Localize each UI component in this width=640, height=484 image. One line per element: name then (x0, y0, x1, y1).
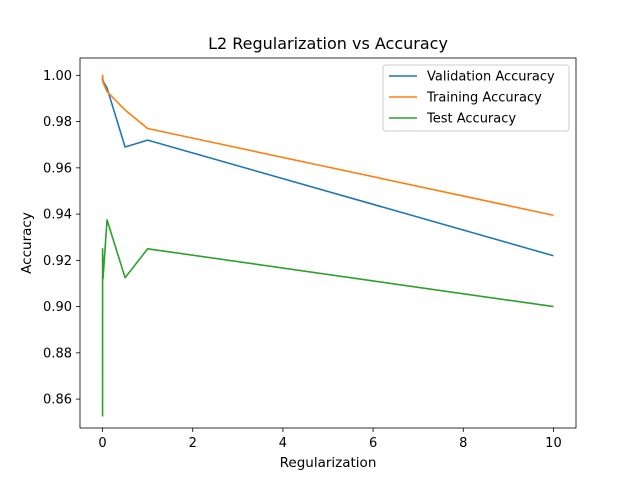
x-axis-ticks: 0 2 4 6 8 10 (98, 428, 562, 451)
y-tick-label: 0.90 (43, 300, 72, 315)
y-tick-label: 0.86 (43, 393, 72, 408)
legend: Validation Accuracy Training Accuracy Test… (382, 64, 570, 132)
legend-label-validation-accuracy: Validation Accuracy (427, 70, 555, 85)
series-line-training-accuracy (101, 74, 554, 217)
y-tick-label: 0.92 (43, 254, 72, 269)
legend-box (382, 64, 570, 132)
series-line-test-accuracy (101, 219, 554, 417)
y-tick-label: 0.96 (43, 161, 72, 176)
chart-title: L2 Regularization vs Accuracy (208, 34, 448, 53)
x-tick-label: 6 (369, 436, 377, 451)
plot-area (101, 74, 554, 417)
y-tick-label: 0.94 (43, 208, 72, 223)
y-tick-label: 0.88 (43, 346, 72, 361)
y-axis-ticks: 0.86 0.88 0.90 0.92 0.94 0.96 0.98 1.00 (43, 69, 80, 408)
x-tick-label: 2 (189, 436, 197, 451)
x-axis-label: Regularization (280, 455, 377, 471)
legend-label-training-accuracy: Training Accuracy (426, 91, 542, 106)
x-tick-label: 10 (545, 436, 562, 451)
y-axis-label: Accuracy (19, 212, 35, 274)
x-tick-label: 8 (459, 436, 467, 451)
x-tick-label: 0 (98, 436, 106, 451)
axes-frame (79, 57, 577, 429)
y-tick-label: 0.98 (43, 115, 72, 130)
y-tick-label: 1.00 (43, 69, 72, 84)
legend-label-test-accuracy: Test Accuracy (426, 112, 516, 127)
x-tick-label: 4 (279, 436, 287, 451)
